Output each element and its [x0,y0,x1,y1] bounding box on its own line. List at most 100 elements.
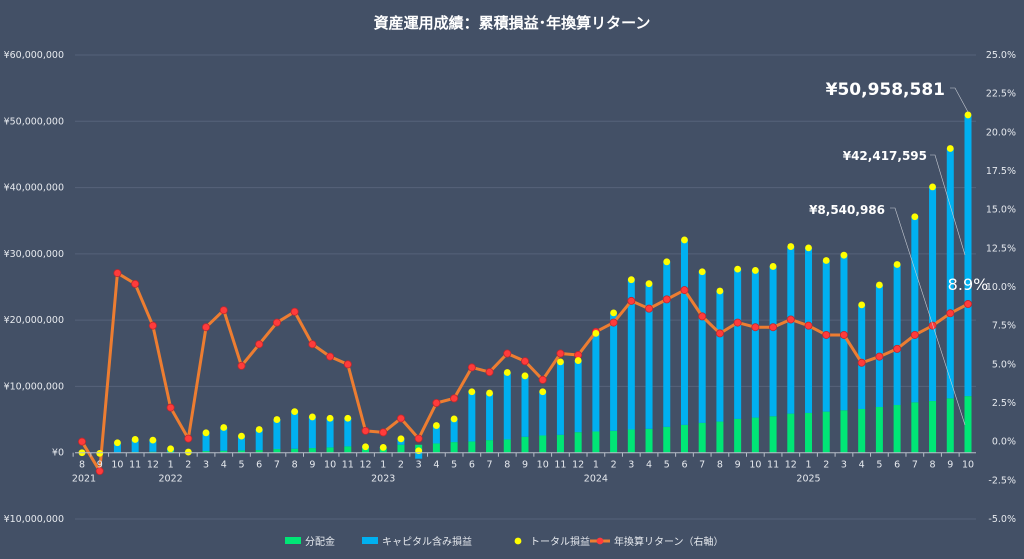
total-point [220,424,228,431]
total-point [716,287,724,295]
total-point [468,388,476,396]
y-left-tick-label: ¥50,000,000 [4,116,64,127]
x-year-label: 2022 [159,474,183,485]
capital-bar [237,436,245,451]
x-tick-label: 2 [823,460,829,471]
x-tick-label: 11 [767,460,779,471]
x-tick-label: 9 [309,460,315,471]
total-point [627,276,635,284]
x-tick-label: 3 [628,460,634,471]
x-tick-label: 8 [930,460,936,471]
capital-bar [875,285,883,407]
legend-swatch [596,537,604,545]
return-point [804,321,813,330]
return-point [467,363,476,372]
dividend-bar [486,440,494,453]
return-point [450,394,459,403]
total-point [521,372,529,380]
x-tick-label: 5 [664,460,670,471]
capital-bar [220,427,228,451]
dividend-bar [734,418,742,453]
legend-swatch [362,537,378,544]
return-point [822,330,831,339]
dividend-bar [822,411,830,453]
y-right-tick-label: 5.0% [992,359,1016,370]
x-tick-label: 6 [894,460,900,471]
capital-bar [486,393,494,441]
return-point [839,330,848,339]
y-right-tick-label: 17.5% [986,166,1016,177]
dividend-bar [220,450,228,453]
return-point [521,357,530,366]
dividend-bar [840,410,848,453]
return-point [202,323,211,332]
dividend-bar [716,421,724,453]
annotations: ¥50,958,581 ¥42,417,595 ¥8,540,986 8.9% [809,80,988,426]
capital-bar [291,411,299,449]
dividend-bar [432,443,440,453]
dividend-bar [769,416,777,453]
x-year-label: 2021 [72,474,96,485]
x-tick-label: 10 [111,460,123,471]
dividend-bar [929,401,937,453]
legend-label: トータル損益 [530,535,590,548]
capital-bar [858,304,866,409]
dividend-bar [397,444,405,453]
total-point [822,257,830,264]
x-tick-label: 7 [699,460,705,471]
x-tick-label: 1 [805,460,811,471]
y-right-tick-label: 20.0% [986,127,1016,138]
dividend-bar [450,442,458,453]
legend-label: 分配金 [305,535,335,548]
total-point [273,416,281,423]
legend-swatch [285,537,301,544]
dividend-bar [468,441,476,453]
total-point [96,449,104,457]
dividend-bar [273,449,281,453]
dividend-bar [556,434,564,453]
capital-bar [539,391,547,436]
y-left-tick-label: ¥10,000,000 [4,514,64,525]
dividend-bar [787,413,795,453]
dividend-bar [592,431,600,453]
x-tick-label: 7 [274,460,280,471]
dividend-bar [680,424,688,453]
return-point [503,349,512,358]
total-point [503,369,511,376]
capital-bar [716,290,724,422]
capital-bar [964,114,972,397]
capital-bar [734,269,742,419]
total-point [167,445,175,453]
dividend-bar [893,404,901,453]
x-tick-label: 10 [749,460,761,471]
return-point [680,286,689,295]
x-tick-label: 8 [504,460,510,471]
capital-bar [202,432,210,452]
dividend-bar [255,450,263,453]
total-point [876,281,883,289]
x-tick-label: 12 [359,460,371,471]
total-point [893,261,901,268]
total-point [238,432,245,440]
capital-bar [893,264,901,405]
capital-bar [680,239,688,425]
x-tick-label: 12 [785,460,797,471]
x-tick-label: 9 [522,460,528,471]
x-tick-label: 2 [398,460,404,471]
total-point [539,388,547,396]
dividend-bar [503,439,511,453]
x-tick-label: 4 [859,460,865,471]
x-tick-label: 8 [292,460,298,471]
total-point [840,251,848,259]
x-tick-label: 6 [469,460,475,471]
x-tick-label: 5 [238,460,244,471]
capital-bar [574,360,582,433]
dividend-bar [698,422,706,453]
capital-bar [255,429,263,451]
total-point [486,389,493,397]
capital-bar [308,416,316,449]
dividend-bar [751,417,759,453]
y-right-tick-label: 15.0% [986,205,1016,216]
total-dots [78,111,972,457]
return-point [910,330,919,339]
